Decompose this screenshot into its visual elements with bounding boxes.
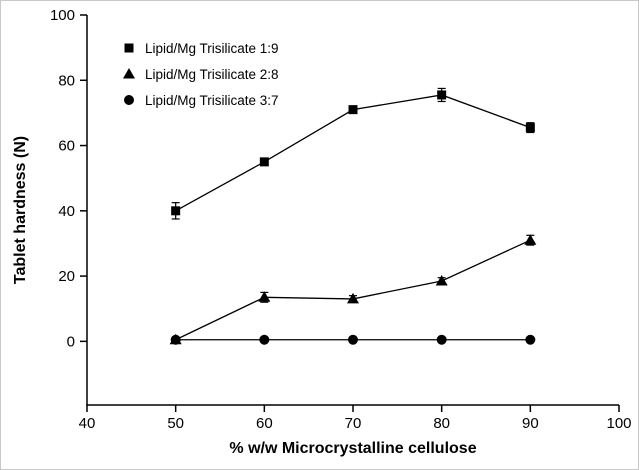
- data-point-circle: [525, 334, 536, 345]
- x-tick-label: 70: [345, 415, 362, 432]
- x-tick-label: 90: [522, 415, 539, 432]
- data-point-square: [348, 105, 358, 115]
- legend-label: Lipid/Mg Trisilicate 1:9: [145, 41, 279, 56]
- x-axis-title: % w/w Microcrystalline cellulose: [229, 440, 476, 457]
- x-tick-label: 100: [606, 415, 631, 432]
- data-point-triangle: [524, 234, 537, 245]
- data-point-circle: [348, 334, 358, 345]
- y-tick-label: 80: [58, 72, 75, 89]
- data-point-square: [259, 157, 269, 167]
- x-tick-label: 60: [256, 415, 273, 432]
- y-tick-label: 0: [67, 333, 75, 350]
- data-point-square: [525, 123, 535, 133]
- x-tick-label: 50: [167, 415, 184, 432]
- data-point-circle: [436, 334, 447, 345]
- data-point-triangle: [435, 274, 448, 286]
- data-point-triangle: [258, 291, 271, 302]
- data-point-circle: [259, 334, 270, 345]
- data-point-square: [171, 206, 181, 216]
- y-tick-label: 60: [58, 138, 75, 155]
- data-point-triangle: [347, 292, 359, 304]
- legend-label: Lipid/Mg Trisilicate 3:7: [145, 93, 279, 108]
- y-axis-title: Tablet hardness (N): [12, 136, 29, 284]
- legend-label: Lipid/Mg Trisilicate 2:8: [145, 67, 279, 82]
- y-tick-label: 40: [58, 203, 75, 220]
- data-point-square: [437, 90, 447, 100]
- x-tick-label: 80: [433, 415, 450, 432]
- y-tick-label: 20: [58, 268, 75, 285]
- legend-marker-triangle: [123, 68, 135, 79]
- legend-marker-circle: [124, 95, 134, 105]
- legend-marker-square: [124, 43, 134, 53]
- data-point-circle: [170, 334, 181, 345]
- y-tick-label: 100: [50, 7, 75, 24]
- series-line-triangle: [175, 239, 531, 341]
- x-tick-label: 40: [79, 415, 96, 432]
